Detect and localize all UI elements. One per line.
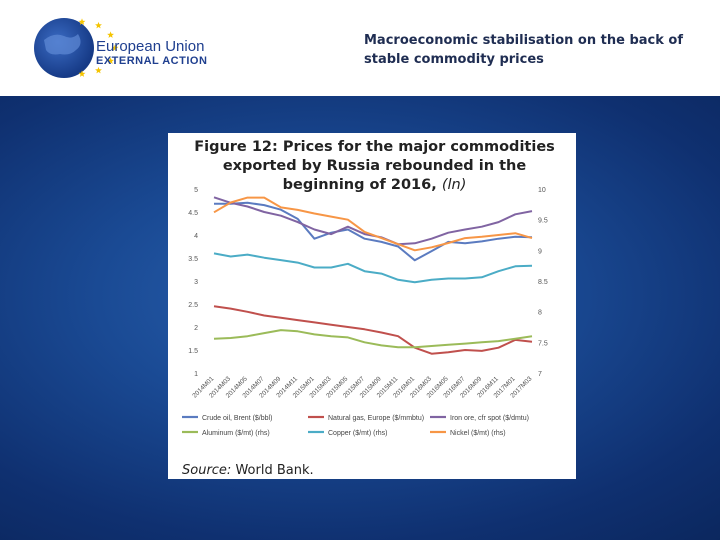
y-tick-label-left: 3	[194, 279, 198, 286]
legend-label: Aluminum ($/mt) (rhs)	[202, 430, 270, 437]
series-line	[213, 252, 533, 284]
slide-header: European Union EXTERNAL ACTION Macroecon…	[0, 0, 720, 96]
series-lines	[213, 196, 533, 355]
y-axis-left: 1 1.5 2 2.5 3 3.5 4 4.5 5	[188, 187, 198, 378]
figure-title-unit: (ln)	[441, 177, 467, 193]
series-line	[213, 305, 533, 355]
y-tick-label-right: 9	[538, 248, 542, 255]
y-tick-label-left: 1.5	[188, 348, 198, 355]
star-icon	[78, 70, 86, 77]
y-tick-label-right: 8	[538, 310, 542, 317]
eu-logo	[34, 18, 119, 78]
legend-label: Copper ($/mt) (rhs)	[328, 430, 388, 437]
legend-label: Crude oil, Brent ($/bbl)	[202, 415, 272, 422]
figure-source: Source: World Bank.	[182, 463, 314, 478]
y-tick-label-right: 7	[538, 371, 542, 378]
y-axis-right: 7 7.5 8 8.5 9 9.5 10	[538, 187, 548, 378]
source-label: Source:	[182, 463, 232, 478]
x-axis: 2014M012014M032014M052014M072014M092014M…	[191, 375, 533, 399]
star-icon	[95, 66, 102, 74]
y-tick-label-left: 2.5	[188, 302, 198, 309]
y-tick-label-left: 1	[194, 371, 198, 378]
y-tick-label-right: 7.5	[538, 340, 548, 347]
source-text: World Bank.	[235, 463, 314, 478]
y-tick-label-right: 9.5	[538, 218, 548, 225]
legend-label: Iron ore, cfr spot ($/dmtu)	[450, 415, 529, 422]
star-icon	[111, 44, 119, 51]
figure-card: Figure 12: Prices for the major commodit…	[168, 133, 576, 479]
y-tick-label-left: 3.5	[188, 256, 198, 263]
series-line	[213, 196, 533, 252]
y-tick-label-left: 5	[194, 187, 198, 194]
star-icon	[107, 31, 114, 38]
star-ring-icon	[78, 18, 119, 77]
y-tick-label-right: 10	[538, 187, 546, 194]
y-tick-label-left: 2	[194, 325, 198, 332]
legend-label: Natural gas, Europe ($/mmbtu)	[328, 415, 424, 422]
figure-title: Figure 12: Prices for the major commodit…	[182, 138, 567, 195]
commodity-price-chart: 1 1.5 2 2.5 3 3.5 4 4.5 5 7 7.5 8 8.5 9 9.5 10 2014M01…	[182, 187, 548, 437]
star-icon	[95, 21, 102, 29]
legend-label: Nickel ($/mt) (rhs)	[450, 430, 506, 437]
series-line	[213, 329, 533, 349]
series-line	[214, 201, 533, 262]
slide-title: Macroeconomic stabilisation on the back …	[364, 33, 683, 67]
legend: Crude oil, Brent ($/bbl) Natural gas, Eur…	[182, 415, 529, 437]
y-tick-label-left: 4	[194, 233, 198, 240]
logo-line-2: EXTERNAL ACTION	[96, 55, 208, 67]
star-icon	[107, 57, 114, 64]
figure-title-main: Figure 12: Prices for the major commodit…	[194, 139, 555, 193]
star-icon	[78, 18, 86, 25]
logo-line-1: European Union	[96, 38, 205, 55]
y-tick-label-left: 4.5	[188, 210, 198, 217]
y-tick-label-right: 8.5	[538, 279, 548, 286]
